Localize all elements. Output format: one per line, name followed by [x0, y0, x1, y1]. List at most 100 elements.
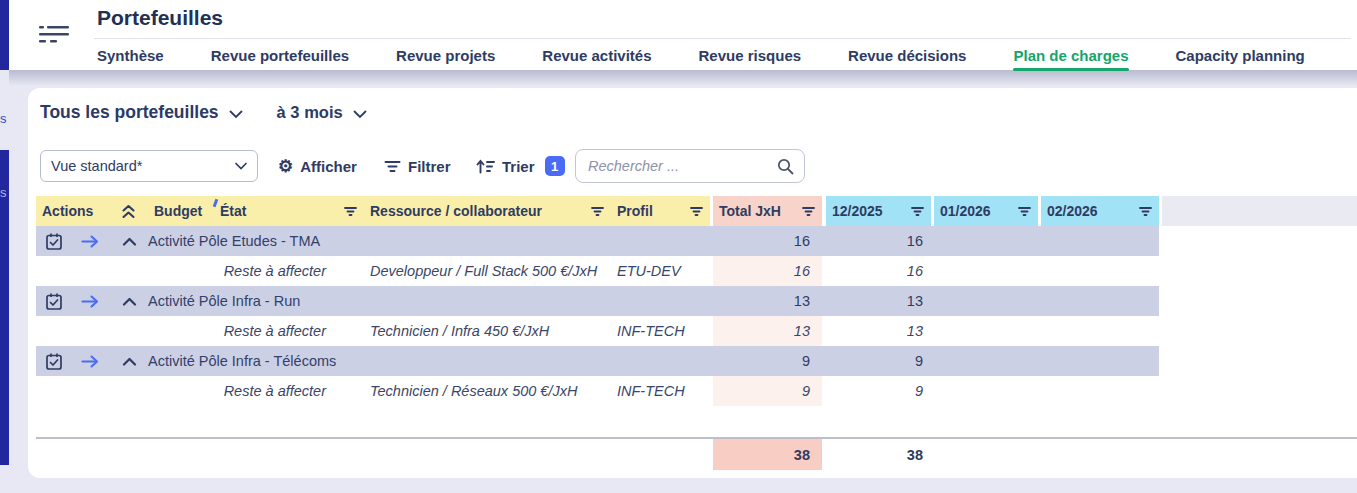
- page-title: Portefeuilles: [97, 6, 223, 30]
- tab-revue-activites[interactable]: Revue activités: [542, 40, 651, 70]
- col-profil[interactable]: Profil: [611, 196, 710, 226]
- etat-value: Reste à affecter: [214, 376, 364, 406]
- sort-icon: [476, 159, 495, 174]
- sidebar-text-fragment: s: [0, 185, 7, 200]
- month-value: 9: [826, 376, 931, 406]
- portfolio-filter[interactable]: Tous les portefeuilles: [40, 102, 219, 123]
- search-icon[interactable]: [777, 158, 794, 175]
- month-value: [1041, 256, 1159, 286]
- total-jxh-value: 13: [713, 316, 822, 346]
- tab-revue-decisions[interactable]: Revue décisions: [848, 40, 966, 70]
- filter-icon: [802, 206, 815, 216]
- table-row: Reste à affecter Technicien / Réseaux 50…: [36, 376, 1159, 406]
- filter-icon: [911, 206, 924, 216]
- month-value: [1041, 226, 1159, 256]
- month-value: [1041, 376, 1159, 406]
- task-check-icon[interactable]: [45, 292, 63, 311]
- table-row: Activité Pôle Infra - Télécoms 9 9: [36, 346, 1159, 376]
- grand-total-month: [1041, 439, 1159, 470]
- month-value: [934, 316, 1038, 346]
- double-chevron-up-icon: [121, 204, 136, 219]
- trier-button[interactable]: Trier 1: [476, 150, 565, 182]
- goto-arrow-icon[interactable]: [81, 235, 99, 248]
- month-value: [1041, 316, 1159, 346]
- sort-count-badge: 1: [545, 156, 565, 176]
- chevron-down-icon[interactable]: [353, 110, 367, 119]
- header-filler: [1162, 196, 1357, 226]
- tab-synthese[interactable]: Synthèse: [97, 40, 164, 70]
- tab-revue-portefeuilles[interactable]: Revue portefeuilles: [211, 40, 349, 70]
- menu-icon[interactable]: [39, 22, 69, 48]
- col-budget[interactable]: Budget: [148, 196, 214, 226]
- total-jxh-value: 16: [713, 226, 822, 256]
- header-shadow: [9, 70, 1357, 86]
- total-jxh-value: 9: [713, 376, 822, 406]
- collapse-row-button[interactable]: [110, 226, 148, 256]
- month-value: 16: [826, 226, 931, 256]
- search-box: [575, 149, 805, 183]
- ressource-value: Technicien / Réseaux 500 €/JxH: [364, 376, 611, 406]
- month-value: [1041, 286, 1159, 316]
- month-value: [934, 346, 1038, 376]
- etat-value: Reste à affecter: [214, 256, 364, 286]
- filter-icon: [591, 206, 604, 216]
- total-jxh-value: 13: [713, 286, 822, 316]
- group-label: Activité Pôle Infra - Télécoms: [148, 346, 710, 376]
- month-value: 13: [826, 286, 931, 316]
- col-total-jxh[interactable]: Total JxH: [713, 196, 822, 226]
- afficher-button[interactable]: ⚙ Afficher: [278, 150, 357, 182]
- col-actions: Actions: [36, 196, 110, 226]
- table-row: Activité Pôle Infra - Run 13 13: [36, 286, 1159, 316]
- month-value: [934, 256, 1038, 286]
- filter-icon: [1018, 206, 1031, 216]
- goto-arrow-icon[interactable]: [81, 355, 99, 368]
- filtrer-button[interactable]: Filtrer: [384, 150, 451, 182]
- ressource-value: Developpeur / Full Stack 500 €/JxH: [364, 256, 611, 286]
- table-row: Activité Pôle Etudes - TMA 16 16: [36, 226, 1159, 256]
- view-select[interactable]: Vue standard*: [40, 150, 258, 182]
- month-value: 9: [826, 346, 931, 376]
- col-ressource[interactable]: Ressource / collaborateur: [364, 196, 611, 226]
- gear-icon: ⚙: [278, 158, 293, 175]
- search-input[interactable]: [588, 158, 758, 174]
- chevron-up-icon: [122, 237, 137, 246]
- goto-arrow-icon[interactable]: [81, 295, 99, 308]
- tab-revue-projets[interactable]: Revue projets: [396, 40, 495, 70]
- tab-plan-de-charges[interactable]: Plan de charges: [1013, 40, 1128, 70]
- filter-icon: [690, 206, 703, 216]
- col-month-12-2025[interactable]: 12/2025: [826, 196, 931, 226]
- col-month-02-2026[interactable]: 02/2026: [1041, 196, 1159, 226]
- chevron-down-icon: [235, 162, 247, 170]
- sidebar-sliver-top: [0, 0, 9, 70]
- tab-capacity-planning[interactable]: Capacity planning: [1176, 40, 1305, 70]
- total-jxh-value: 9: [713, 346, 822, 376]
- month-value: [934, 286, 1038, 316]
- horizon-filter[interactable]: à 3 mois: [277, 103, 343, 122]
- tab-bar: Synthèse Revue portefeuilles Revue proje…: [97, 40, 1305, 70]
- profil-value: ETU-DEV: [611, 256, 710, 286]
- ressource-value: Technicien / Infra 450 €/JxH: [364, 316, 611, 346]
- etat-value: Reste à affecter: [214, 316, 364, 346]
- sidebar-text-fragment: s: [0, 111, 7, 126]
- collapse-all-button[interactable]: [110, 196, 148, 226]
- chevron-down-icon[interactable]: [229, 110, 243, 119]
- main-panel: Tous les portefeuilles à 3 mois Vue stan…: [28, 88, 1357, 478]
- table-header: Actions Budget État Ressource / collabor…: [36, 196, 1357, 226]
- grand-total-month: [934, 439, 1038, 470]
- month-value: [934, 376, 1038, 406]
- grand-total-month: 38: [826, 439, 931, 470]
- table-row: Reste à affecter Technicien / Infra 450 …: [36, 316, 1159, 346]
- task-check-icon[interactable]: [45, 232, 63, 251]
- group-label: Activité Pôle Etudes - TMA: [148, 226, 710, 256]
- collapse-row-button[interactable]: [110, 286, 148, 316]
- tab-revue-risques[interactable]: Revue risques: [699, 40, 802, 70]
- col-month-01-2026[interactable]: 01/2026: [934, 196, 1038, 226]
- scope-bar: Tous les portefeuilles à 3 mois: [40, 102, 367, 123]
- task-check-icon[interactable]: [45, 352, 63, 371]
- chevron-up-icon: [122, 357, 137, 366]
- col-etat[interactable]: État: [214, 196, 364, 226]
- collapse-row-button[interactable]: [110, 346, 148, 376]
- month-value: [934, 226, 1038, 256]
- profil-value: INF-TECH: [611, 376, 710, 406]
- profil-value: INF-TECH: [611, 316, 710, 346]
